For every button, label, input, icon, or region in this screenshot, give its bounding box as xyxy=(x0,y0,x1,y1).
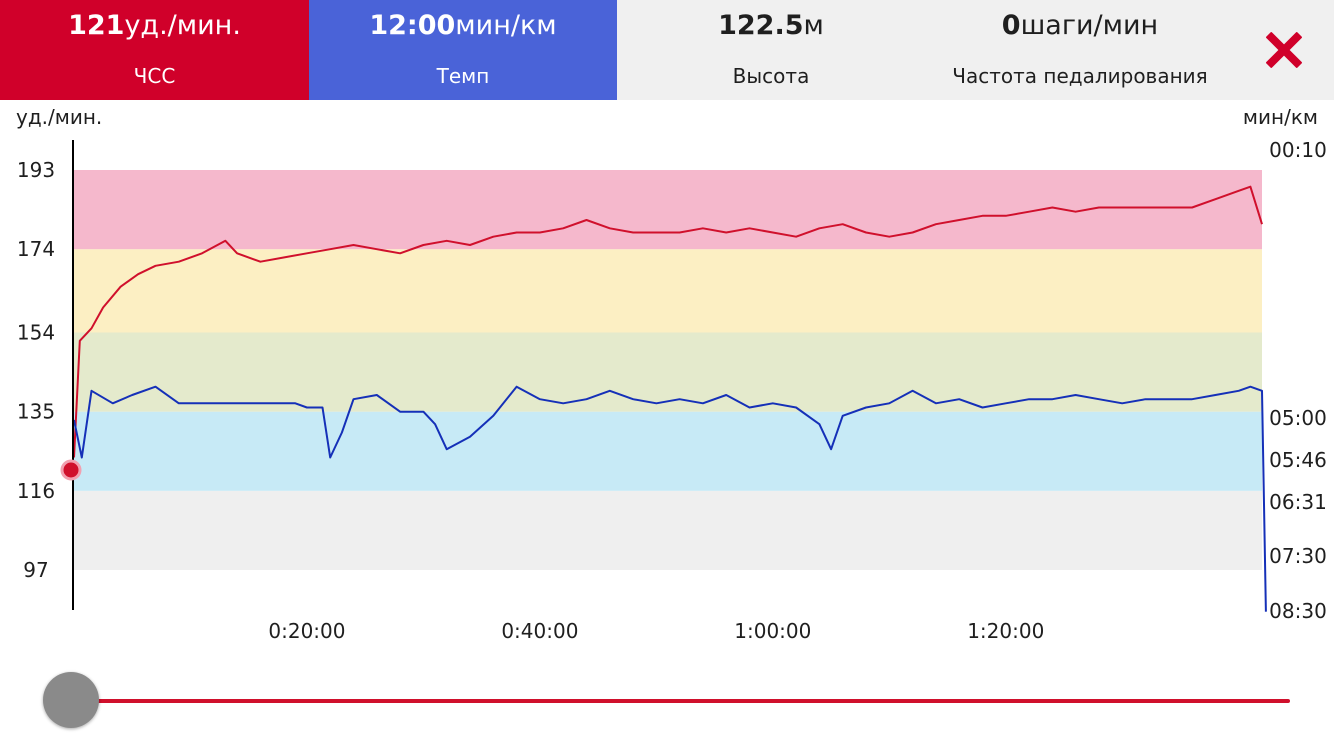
hr-zone-1 xyxy=(74,490,1262,570)
heart-rate-value: 121 xyxy=(68,10,125,41)
pace-label: Темп xyxy=(436,64,490,88)
heart-rate-value-line: 121уд./мин. xyxy=(0,8,309,44)
cadence-value: 0 xyxy=(1001,10,1021,41)
cadence-value-line: 0шаги/мин xyxy=(925,8,1235,44)
right-tick-1: 05:00 xyxy=(1269,406,1327,430)
x-tick-1: 0:40:00 xyxy=(501,619,578,643)
left-tick-135: 135 xyxy=(17,400,55,424)
heart-rate-label: ЧСС xyxy=(133,64,176,88)
pace-unit: мин/км xyxy=(455,10,557,41)
chart-axes: уд./мин. 193 174 154 135 116 97 мин/км 00:10 05:0… xyxy=(16,105,1327,643)
right-tick-4: 07:30 xyxy=(1269,544,1327,568)
current-hr-marker xyxy=(60,459,82,481)
right-tick-0: 00:10 xyxy=(1269,138,1327,162)
altitude-label: Высота xyxy=(732,64,810,88)
right-tick-3: 06:31 xyxy=(1269,490,1327,514)
timeline-slider-track[interactable] xyxy=(70,699,1290,703)
left-tick-174: 174 xyxy=(17,237,55,261)
hr-zone-3 xyxy=(74,332,1262,412)
metrics-header: 121уд./мин. ЧСС 12:00мин/км Темп 122.5м … xyxy=(0,0,1334,100)
altitude-unit: м xyxy=(803,10,824,41)
altitude-tab[interactable]: 122.5м Высота xyxy=(617,0,925,100)
left-tick-97: 97 xyxy=(23,558,48,582)
right-tick-2: 05:46 xyxy=(1269,448,1327,472)
left-tick-154: 154 xyxy=(17,321,55,345)
heart-rate-unit: уд./мин. xyxy=(124,10,241,41)
altitude-value: 122.5 xyxy=(718,10,804,41)
hr-zone-4 xyxy=(74,249,1262,333)
hr-zones xyxy=(74,170,1262,570)
heart-rate-tab[interactable]: 121уд./мин. ЧСС xyxy=(0,0,309,100)
heart-rate-line xyxy=(73,185,1263,458)
timeline-slider-knob[interactable] xyxy=(43,672,99,728)
left-tick-193: 193 xyxy=(17,158,55,182)
workout-chart: уд./мин. 193 174 154 135 116 97 мин/км 00:10 05:0… xyxy=(16,105,1327,643)
x-tick-3: 1:20:00 xyxy=(967,619,1044,643)
left-axis-label: уд./мин. xyxy=(16,105,102,129)
x-tick-0: 0:20:00 xyxy=(268,619,345,643)
cadence-tab[interactable]: 0шаги/мин Частота педалирования xyxy=(925,0,1235,100)
x-tick-2: 1:00:00 xyxy=(734,619,811,643)
cadence-label: Частота педалирования xyxy=(952,64,1208,88)
left-tick-116: 116 xyxy=(17,479,55,503)
right-axis-label: мин/км xyxy=(1243,105,1318,129)
pace-tab[interactable]: 12:00мин/км Темп xyxy=(309,0,617,100)
altitude-value-line: 122.5м xyxy=(617,8,925,44)
cadence-unit: шаги/мин xyxy=(1020,10,1159,41)
pace-line xyxy=(73,385,1267,612)
right-tick-5: 08:30 xyxy=(1269,599,1327,623)
pace-value: 12:00 xyxy=(369,10,456,41)
pace-value-line: 12:00мин/км xyxy=(309,8,617,44)
hr-zone-2 xyxy=(74,411,1262,491)
close-icon[interactable] xyxy=(1258,24,1310,76)
chart-lines xyxy=(73,185,1267,612)
